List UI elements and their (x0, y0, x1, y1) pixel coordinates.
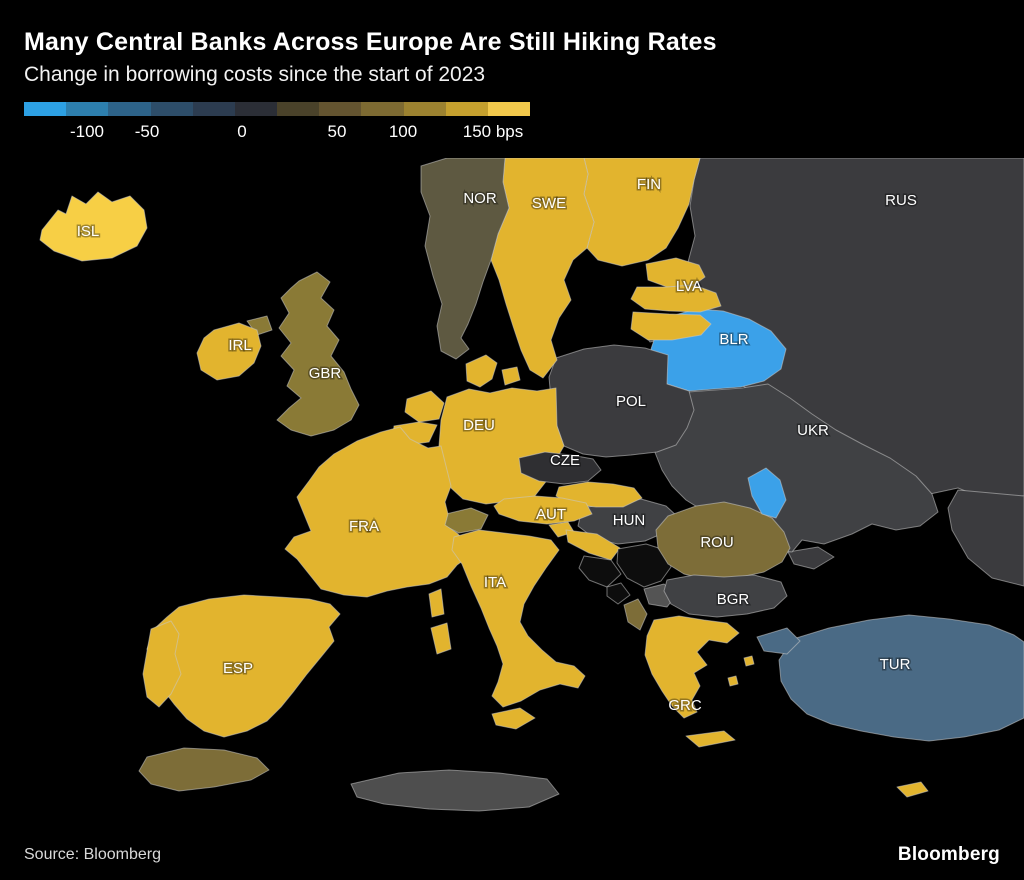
legend-swatch-8 (361, 102, 404, 116)
legend-swatch-1 (66, 102, 109, 116)
chart-header: Many Central Banks Across Europe Are Sti… (0, 0, 1024, 90)
legend-tick-0: -100 (69, 122, 105, 141)
country-alb (623, 598, 648, 631)
legend-swatch-11 (487, 102, 531, 116)
country-srb (616, 543, 672, 588)
country-bgr (663, 574, 788, 618)
chart-footer: Source: Bloomberg Bloomberg (24, 844, 1000, 866)
country-ita (451, 529, 586, 708)
country-label-deu: DEU (463, 417, 495, 434)
legend-swatch-4 (192, 102, 235, 116)
country-prt (142, 620, 182, 708)
country-label-isl: ISL (77, 223, 100, 240)
country-mda (747, 467, 787, 519)
country-dnk (465, 354, 498, 388)
country-ltu (630, 311, 712, 341)
country-ita (491, 707, 536, 730)
country-label-blr: BLR (719, 331, 748, 348)
country-mne (606, 582, 631, 605)
chart-title: Many Central Banks Across Europe Are Sti… (24, 28, 717, 56)
legend: -100 -50 0 50 100 150 bps (0, 90, 1024, 144)
europe-map: RUS UKR BLR POL LVA FIN SWE NOR DEU CZE HUN AUT FRA E… (39, 158, 1024, 812)
country-fra (428, 588, 445, 618)
country-aut (493, 495, 593, 525)
legend-swatch-5 (234, 102, 278, 116)
country-label-lva: LVA (676, 278, 702, 295)
country-label-ukr: UKR (797, 422, 829, 439)
country-isl (39, 191, 148, 262)
country-label-esp: ESP (223, 660, 253, 677)
legend-tick-2: 0 (237, 122, 247, 141)
country-tur (778, 614, 1024, 742)
legend-swatch-6 (277, 102, 320, 116)
country-ita (430, 622, 452, 655)
country-swe (490, 158, 595, 379)
country-grc (727, 675, 739, 687)
legend-tick-4: 100 (388, 122, 418, 141)
country-label-nor: NOR (463, 190, 497, 207)
legend-tick-1: -50 (134, 122, 160, 141)
country-label-fin: FIN (637, 176, 661, 193)
legend-swatch-0 (24, 102, 67, 116)
country-label-rou: ROU (700, 534, 733, 551)
country-label-grc: GRC (668, 697, 702, 714)
legend-swatch-3 (150, 102, 193, 116)
country-label-rus: RUS (885, 192, 917, 209)
country-label-swe: SWE (532, 195, 566, 212)
country-deu (438, 387, 565, 505)
legend-swatch-10 (445, 102, 488, 116)
country-rou (655, 501, 791, 581)
country-label-gbr: GBR (309, 365, 342, 382)
country-label-fra: FRA (349, 518, 379, 535)
country-nld (404, 390, 445, 423)
country-bih (578, 555, 622, 588)
country-label-cze: CZE (550, 452, 580, 469)
legend-tick-5: 150 bps (462, 122, 524, 141)
country-label-aut: AUT (536, 506, 566, 523)
country-grc (644, 615, 740, 719)
country-est (645, 257, 706, 288)
legend-swatch-2 (108, 102, 151, 116)
country-lva (630, 284, 722, 313)
legend-color-bar (24, 102, 531, 116)
country-gbr (276, 271, 360, 437)
country-fra (284, 426, 472, 598)
country-tur (756, 627, 801, 655)
country-irl (196, 322, 262, 381)
country-label-irl: IRL (228, 337, 251, 354)
legend-tick-3: 50 (327, 122, 347, 141)
country-label-pol: POL (616, 393, 646, 410)
country-grc (743, 655, 755, 667)
bloomberg-logo: Bloomberg (897, 844, 1000, 865)
country-nor (420, 158, 510, 360)
chart-subtitle: Change in borrowing costs since the star… (24, 63, 486, 86)
legend-swatch-7 (319, 102, 362, 116)
country-label-bgr: BGR (717, 591, 750, 608)
country-label-hun: HUN (613, 512, 646, 529)
country-dnk (501, 366, 521, 386)
country-dza (350, 769, 560, 812)
country-cze (518, 451, 602, 485)
country-grc (685, 730, 736, 748)
legend-tick-labels: -100 -50 0 50 100 150 bps (24, 116, 1000, 144)
legend-swatch-9 (403, 102, 446, 116)
country-rus (947, 489, 1024, 587)
country-label-tur: TUR (880, 656, 911, 673)
source-note: Source: Bloomberg (24, 846, 161, 863)
country-cyp (896, 781, 929, 798)
country-mar (138, 747, 270, 792)
country-rus (787, 546, 835, 570)
country-fin (583, 158, 701, 267)
country-label-ita: ITA (484, 574, 506, 591)
